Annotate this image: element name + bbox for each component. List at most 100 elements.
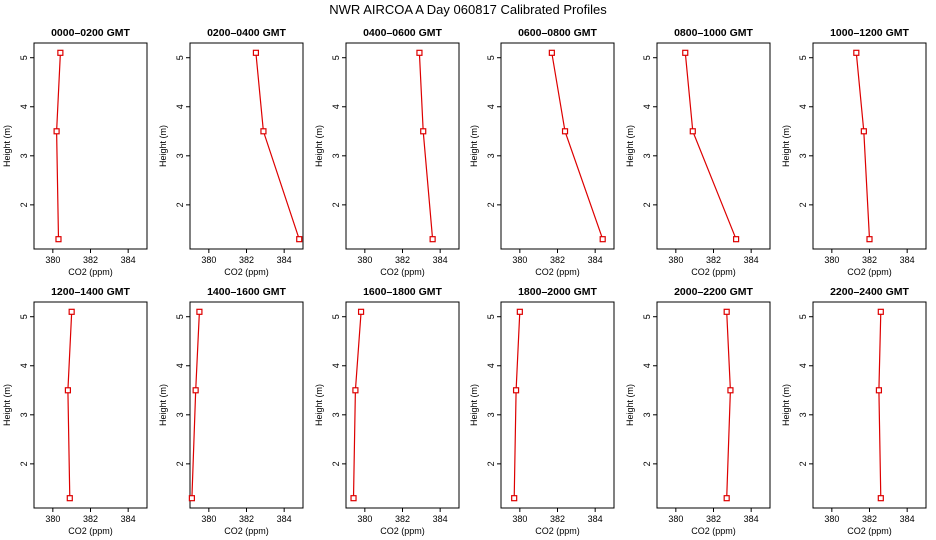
y-tick-label: 5 xyxy=(798,55,808,60)
y-axis-label: Height (m) xyxy=(2,384,12,426)
y-tick-label: 3 xyxy=(19,412,29,417)
data-point xyxy=(561,128,569,135)
panel-title: 1200–1400 GMT xyxy=(51,286,130,298)
y-axis-label: Height (m) xyxy=(469,125,479,167)
panel-title: 2000–2200 GMT xyxy=(674,286,753,298)
data-point xyxy=(252,49,260,56)
x-tick-label: 380 xyxy=(668,255,683,265)
y-tick-label: 5 xyxy=(642,314,652,319)
chart-panel: 0800–1000 GMT 380 382 384 2 3 4 5 CO2 (ppm) Heigh… xyxy=(625,27,771,277)
x-axis-label: CO2 (ppm) xyxy=(380,267,425,277)
x-axis-label: CO2 (ppm) xyxy=(535,267,580,277)
y-tick-label: 4 xyxy=(331,363,341,368)
chart-panel: 1200–1400 GMT 380 382 384 2 3 4 5 CO2 (ppm) Heigh… xyxy=(2,286,148,536)
x-tick-label: 382 xyxy=(706,255,721,265)
x-tick-label: 382 xyxy=(83,255,98,265)
y-axis-label: Height (m) xyxy=(2,125,12,167)
data-point xyxy=(866,236,873,243)
data-point xyxy=(727,387,734,394)
x-tick-label: 380 xyxy=(824,255,839,265)
plot-frame xyxy=(345,301,460,509)
y-tick-label: 4 xyxy=(331,104,341,109)
y-tick-label: 4 xyxy=(175,104,185,109)
x-axis-label: CO2 (ppm) xyxy=(224,526,269,536)
plot-frame xyxy=(500,42,615,250)
y-tick-label: 3 xyxy=(175,412,185,417)
data-point xyxy=(548,49,555,56)
panels-grid: 0000–0200 GMT 380 382 384 2 3 4 5 CO2 (ppm) Heigh… xyxy=(2,27,927,536)
data-point xyxy=(350,495,357,502)
y-axis-label: Height (m) xyxy=(469,384,479,426)
data-point xyxy=(723,495,730,502)
y-tick-label: 2 xyxy=(331,461,341,466)
y-axis-label: Height (m) xyxy=(625,384,635,426)
y-tick-label: 5 xyxy=(19,314,29,319)
x-tick-label: 384 xyxy=(277,255,292,265)
y-tick-label: 2 xyxy=(642,461,652,466)
panel-title: 0800–1000 GMT xyxy=(674,27,753,39)
y-axis-label: Height (m) xyxy=(158,125,168,167)
data-point xyxy=(860,128,867,135)
series-line xyxy=(418,52,434,240)
y-tick-label: 4 xyxy=(486,363,496,368)
plot-frame xyxy=(656,42,771,250)
panel-title: 0600–0800 GMT xyxy=(518,27,597,39)
plot-frame xyxy=(33,42,148,250)
x-tick-label: 382 xyxy=(239,514,254,524)
x-tick-label: 382 xyxy=(239,255,254,265)
data-point xyxy=(188,495,195,502)
plot-frame xyxy=(812,301,927,509)
x-tick-label: 384 xyxy=(433,514,448,524)
x-tick-label: 384 xyxy=(588,255,603,265)
x-tick-label: 382 xyxy=(395,514,410,524)
data-point xyxy=(64,387,72,394)
x-axis-label: CO2 (ppm) xyxy=(847,267,892,277)
data-point xyxy=(853,49,860,56)
data-point xyxy=(68,308,75,315)
y-tick-label: 5 xyxy=(175,314,185,319)
chart-panel: 1600–1800 GMT 380 382 384 2 3 4 5 CO2 (ppm) Heigh… xyxy=(314,286,460,536)
chart-panel: 1400–1600 GMT 380 382 384 2 3 4 5 CO2 (ppm) Heigh… xyxy=(158,286,304,536)
y-tick-label: 3 xyxy=(486,412,496,417)
y-tick-label: 2 xyxy=(175,202,185,207)
x-tick-label: 380 xyxy=(201,514,216,524)
data-point xyxy=(357,308,365,315)
x-axis-label: CO2 (ppm) xyxy=(691,526,736,536)
y-tick-label: 4 xyxy=(642,104,652,109)
series-line xyxy=(191,311,200,499)
y-tick-label: 3 xyxy=(642,153,652,158)
plot-frame xyxy=(812,42,927,250)
y-tick-label: 3 xyxy=(486,153,496,158)
x-tick-label: 380 xyxy=(668,514,683,524)
panel-title: 1800–2000 GMT xyxy=(518,286,597,298)
x-tick-label: 380 xyxy=(45,255,60,265)
x-tick-label: 382 xyxy=(550,255,565,265)
y-tick-label: 3 xyxy=(798,153,808,158)
data-point xyxy=(53,128,60,135)
x-axis-label: CO2 (ppm) xyxy=(847,526,892,536)
series-line xyxy=(55,52,61,240)
plot-frame xyxy=(33,301,148,509)
y-tick-label: 4 xyxy=(486,104,496,109)
series-line xyxy=(67,311,73,499)
panel-title: 1400–1600 GMT xyxy=(207,286,286,298)
x-tick-label: 382 xyxy=(862,514,877,524)
figure-title: NWR AIRCOA A Day 060817 Calibrated Profi… xyxy=(329,2,607,17)
data-point xyxy=(512,387,520,394)
x-tick-label: 384 xyxy=(277,514,292,524)
data-point xyxy=(55,236,62,243)
x-axis-label: CO2 (ppm) xyxy=(68,526,113,536)
x-tick-label: 384 xyxy=(900,255,915,265)
y-tick-label: 4 xyxy=(175,363,185,368)
y-tick-label: 3 xyxy=(642,412,652,417)
chart-panel: 1800–2000 GMT 380 382 384 2 3 4 5 CO2 (ppm) Heigh… xyxy=(469,286,615,536)
y-axis-label: Height (m) xyxy=(314,125,324,167)
series-line xyxy=(352,311,362,499)
x-tick-label: 382 xyxy=(395,255,410,265)
x-tick-label: 384 xyxy=(433,255,448,265)
chart-panel: 2200–2400 GMT 380 382 384 2 3 4 5 CO2 (ppm) Heigh… xyxy=(781,286,927,536)
x-axis-label: CO2 (ppm) xyxy=(691,267,736,277)
x-axis-label: CO2 (ppm) xyxy=(224,267,269,277)
data-point xyxy=(516,308,523,315)
